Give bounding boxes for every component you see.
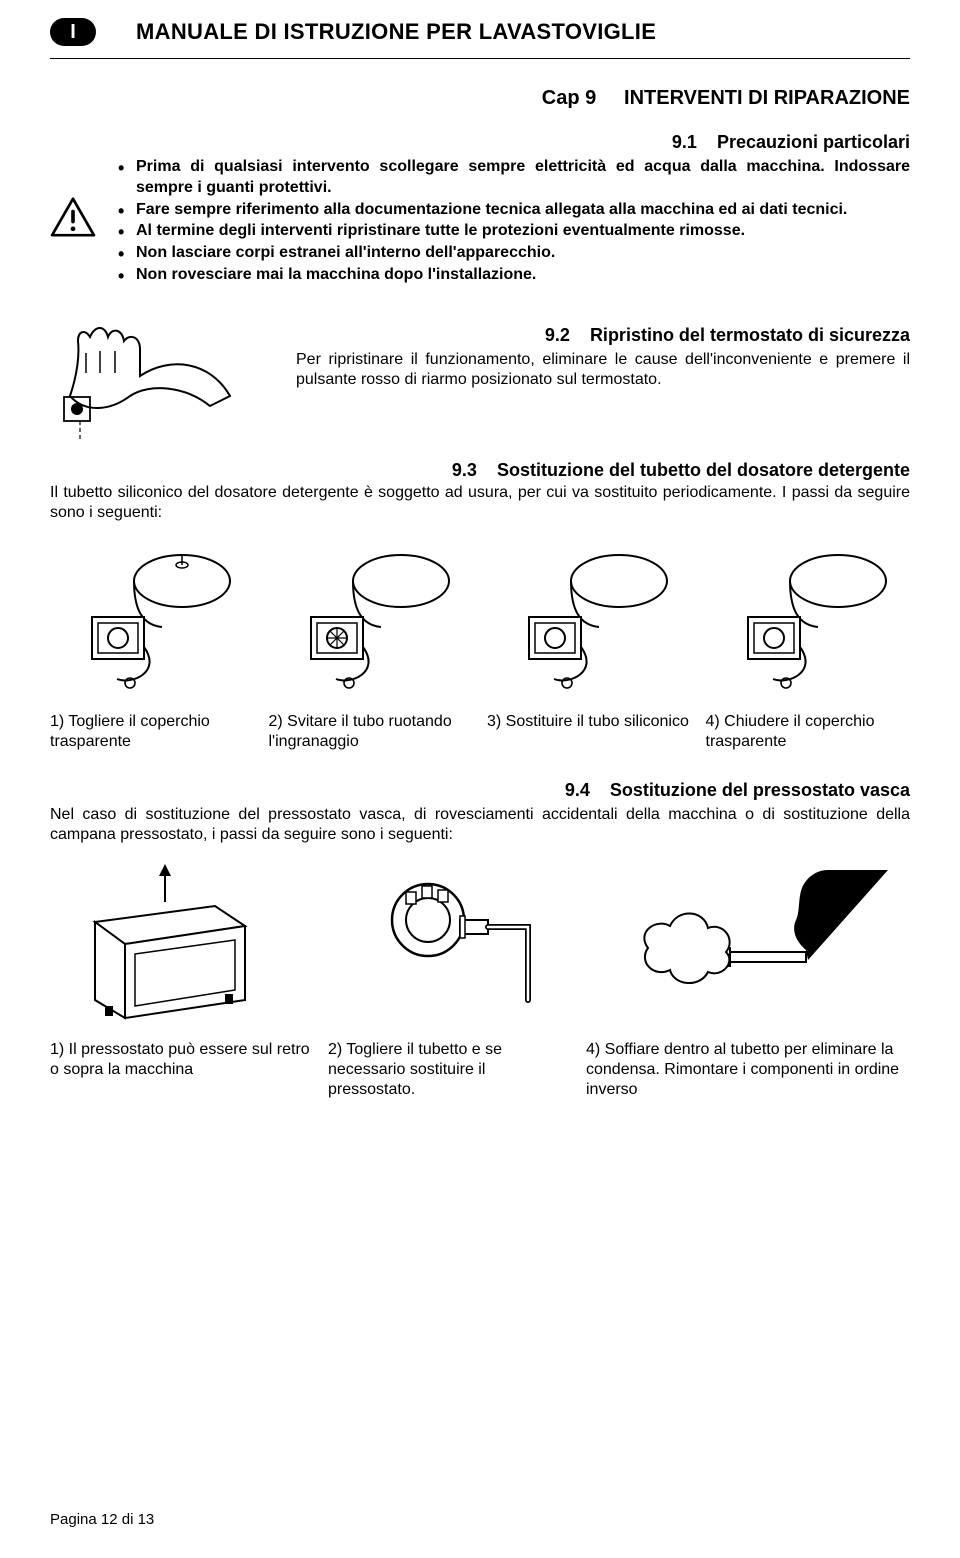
s94-step-1: 1) Il pressostato può essere sul retro o… xyxy=(50,860,310,1100)
detergent-dispenser-illustration xyxy=(706,542,911,702)
section-94-steps: 1) Il pressostato può essere sul retro o… xyxy=(50,860,910,1100)
step-3-caption: 3) Sostituire il tubo siliconico xyxy=(487,712,692,732)
section-93-title: Sostituzione del tubetto del dosatore de… xyxy=(497,460,910,480)
warning-triangle-icon xyxy=(50,197,96,242)
section-93: 9.3 Sostituzione del tubetto del dosator… xyxy=(50,460,910,752)
precaution-list: Prima di qualsiasi intervento scollegare… xyxy=(114,157,910,287)
page-number: Pagina 12 di 13 xyxy=(50,1511,154,1528)
doc-title: MANUALE DI ISTRUZIONE PER LAVASTOVIGLIE xyxy=(136,19,656,45)
step-2: 2) Svitare il tubo ruotando l'ingranaggi… xyxy=(269,542,474,752)
step-4: 4) Chiudere il coperchio trasparente xyxy=(706,542,911,752)
hand-press-button-illustration xyxy=(50,301,270,446)
pressostat-tube-illustration xyxy=(328,860,568,1030)
step-1: 1) Togliere il coperchio trasparente xyxy=(50,542,255,752)
section-93-steps: 1) Togliere il coperchio trasparente xyxy=(50,542,910,752)
section-94-number: 9.4 xyxy=(565,780,590,800)
chapter-label: Cap 9 xyxy=(542,87,596,109)
dishwasher-machine-illustration xyxy=(50,860,310,1030)
step-2-caption: 2) Svitare il tubo ruotando l'ingranaggi… xyxy=(269,712,474,752)
section-94-body: Nel caso di sostituzione del pressostato… xyxy=(50,805,910,846)
chapter-title: INTERVENTI DI RIPARAZIONE xyxy=(624,87,910,109)
s94-step-2-caption: 2) Togliere il tubetto e se necessario s… xyxy=(328,1040,568,1100)
chapter-heading: Cap 9 INTERVENTI DI RIPARAZIONE xyxy=(50,87,910,110)
detergent-dispenser-illustration xyxy=(269,542,474,702)
language-badge: I xyxy=(50,18,96,46)
section-94-heading: 9.4 Sostituzione del pressostato vasca xyxy=(50,780,910,801)
person-blowing-illustration xyxy=(586,860,910,1030)
step-4-caption: 4) Chiudere il coperchio trasparente xyxy=(706,712,911,752)
precautions-block: Prima di qualsiasi intervento scollegare… xyxy=(50,157,910,287)
precaution-item: Prima di qualsiasi intervento scollegare… xyxy=(114,157,910,199)
detergent-dispenser-illustration xyxy=(50,542,255,702)
step-1-caption: 1) Togliere il coperchio trasparente xyxy=(50,712,255,752)
precaution-item: Al termine degli interventi ripristinare… xyxy=(114,221,910,242)
section-92-body: Per ripristinare il funzionamento, elimi… xyxy=(296,350,910,391)
section-92-heading: 9.2 Ripristino del termostato di sicurez… xyxy=(296,325,910,346)
section-91-title: Precauzioni particolari xyxy=(717,132,910,152)
doc-header: I MANUALE DI ISTRUZIONE PER LAVASTOVIGLI… xyxy=(50,18,910,46)
section-93-heading: 9.3 Sostituzione del tubetto del dosator… xyxy=(50,460,910,481)
section-93-number: 9.3 xyxy=(452,460,477,480)
detergent-dispenser-illustration xyxy=(487,542,692,702)
precaution-item: Fare sempre riferimento alla documentazi… xyxy=(114,200,910,221)
header-rule xyxy=(50,58,910,59)
s94-step-3: 4) Soffiare dentro al tubetto per elimin… xyxy=(586,860,910,1100)
precaution-item: Non lasciare corpi estranei all'interno … xyxy=(114,243,910,264)
section-91-heading: 9.1 Precauzioni particolari xyxy=(50,132,910,153)
s94-step-3-caption: 4) Soffiare dentro al tubetto per elimin… xyxy=(586,1040,910,1100)
section-92-number: 9.2 xyxy=(545,325,570,345)
s94-step-2: 2) Togliere il tubetto e se necessario s… xyxy=(328,860,568,1100)
section-92: 9.2 Ripristino del termostato di sicurez… xyxy=(50,301,910,446)
section-91-number: 9.1 xyxy=(672,132,697,152)
step-3: 3) Sostituire il tubo siliconico xyxy=(487,542,692,752)
s94-step-1-caption: 1) Il pressostato può essere sul retro o… xyxy=(50,1040,310,1080)
precaution-item: Non rovesciare mai la macchina dopo l'in… xyxy=(114,265,910,286)
section-94: 9.4 Sostituzione del pressostato vasca N… xyxy=(50,780,910,1100)
section-93-body: Il tubetto siliconico del dosatore deter… xyxy=(50,483,910,524)
section-94-title: Sostituzione del pressostato vasca xyxy=(610,780,910,800)
section-92-title: Ripristino del termostato di sicurezza xyxy=(590,325,910,345)
